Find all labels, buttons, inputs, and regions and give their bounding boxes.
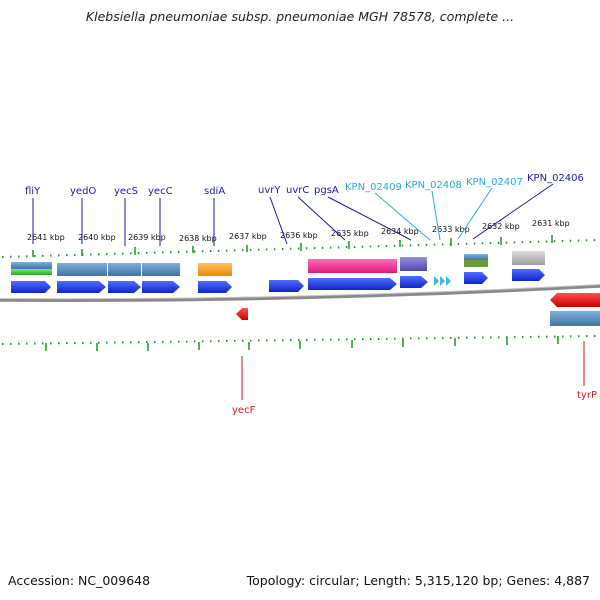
gene-arrow: [198, 281, 232, 293]
accession-label: Accession: NC_009648: [8, 573, 151, 588]
feature-block: [512, 251, 545, 265]
genome-backbone: [0, 284, 600, 302]
feature-block: [57, 263, 107, 276]
top-gene-labels: fliY yedO yecS yecC sdiA uvrY uvrC pgsA …: [25, 173, 584, 197]
feature-blocks-upper: [11, 251, 545, 276]
feature-block: [11, 262, 52, 269]
tick-label: 2639 kbp: [128, 233, 166, 242]
gene-arrow-yecF: [236, 308, 248, 320]
gene-arrow-tyrP: [550, 293, 600, 307]
feature-block: [400, 257, 427, 271]
genome-title: Klebsiella pneumoniae subsp. pneumoniae …: [85, 9, 515, 24]
bottom-leader-lines: [241, 341, 585, 400]
gene-label-KPN_02408[interactable]: KPN_02408: [405, 180, 462, 191]
gene-arrow: [512, 269, 545, 281]
gene-arrow: [434, 276, 439, 286]
tick-label: 2636 kbp: [280, 231, 318, 240]
lower-ruler: [1, 335, 599, 351]
gene-label-KPN_02406[interactable]: KPN_02406: [527, 173, 584, 184]
tick-label: 2641 kbp: [27, 233, 65, 242]
gene-label-tyrP[interactable]: tyrP: [577, 390, 597, 401]
upper-tick-marks: [32, 235, 553, 257]
feature-block: [198, 263, 232, 276]
gene-arrow: [464, 272, 488, 284]
gene-label-yedO[interactable]: yedO: [70, 186, 96, 197]
top-leader-lines: [32, 183, 554, 246]
bottom-gene-labels: yecF tyrP: [232, 390, 597, 416]
tick-label: 2638 kbp: [179, 234, 217, 243]
feature-block: [108, 263, 141, 276]
reverse-genes: [236, 293, 600, 326]
gene-arrow: [400, 276, 428, 288]
gene-label-sdiA[interactable]: sdiA: [204, 186, 225, 197]
feature-block: [142, 263, 180, 276]
forward-genes: [11, 269, 545, 293]
tick-label: 2635 kbp: [331, 229, 369, 238]
tick-label: 2637 kbp: [229, 232, 267, 241]
tick-label: 2634 kbp: [381, 227, 419, 236]
tick-label: 2640 kbp: [78, 233, 116, 242]
gene-arrow: [11, 281, 51, 293]
gene-arrow: [108, 281, 141, 293]
topology-label: Topology: circular; Length: 5,315,120 bp…: [246, 573, 590, 588]
feature-block: [11, 269, 52, 275]
tick-labels: 2641 kbp 2640 kbp 2639 kbp 2638 kbp 2637…: [27, 219, 570, 243]
gene-arrow: [57, 281, 106, 293]
gene-label-yecF[interactable]: yecF: [232, 405, 256, 416]
gene-label-pgsA[interactable]: pgsA: [314, 185, 339, 196]
upper-ruler: [1, 239, 599, 258]
gene-label-KPN_02409[interactable]: KPN_02409: [345, 182, 402, 193]
gene-arrow: [269, 280, 304, 292]
gene-label-KPN_02407[interactable]: KPN_02407: [466, 177, 523, 188]
feature-block: [308, 259, 397, 273]
tick-label: 2631 kbp: [532, 219, 570, 228]
feature-block: [464, 254, 488, 260]
tick-label: 2632 kbp: [482, 222, 520, 231]
gene-label-fliY[interactable]: fliY: [25, 186, 41, 197]
feature-block: [550, 311, 600, 326]
gene-label-yecS[interactable]: yecS: [114, 186, 138, 197]
tick-label: 2633 kbp: [432, 225, 470, 234]
gene-label-uvrC[interactable]: uvrC: [286, 185, 309, 196]
gene-arrow: [142, 281, 180, 293]
gene-arrow: [308, 278, 397, 290]
gene-arrow: [446, 276, 451, 286]
gene-label-yecC[interactable]: yecC: [148, 186, 173, 197]
gene-arrow: [440, 276, 445, 286]
feature-block: [464, 260, 488, 267]
gene-label-uvrY[interactable]: uvrY: [258, 185, 281, 196]
